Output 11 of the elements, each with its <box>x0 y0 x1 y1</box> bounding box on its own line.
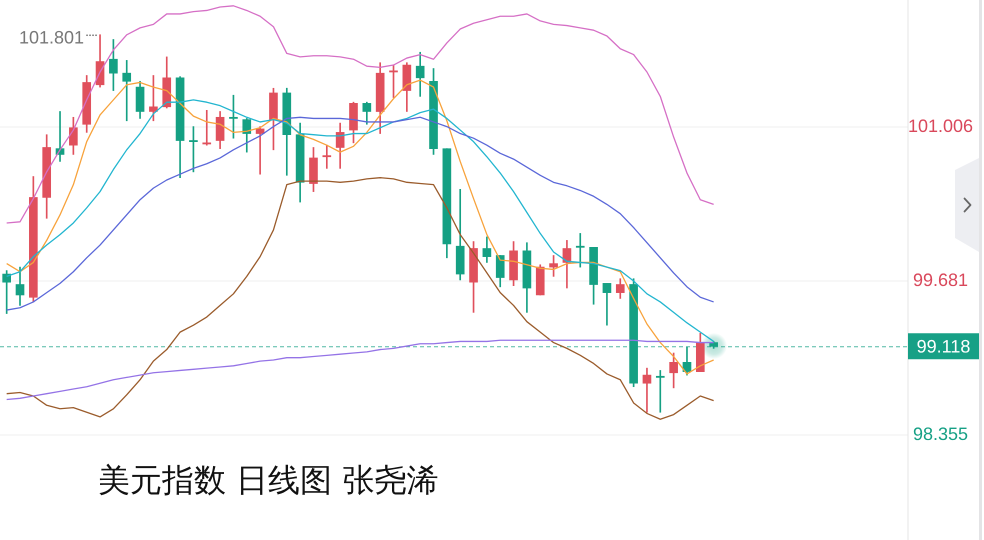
annotation: 101.801 <box>18 28 84 48</box>
y-tick-label: 98.355 <box>913 424 968 444</box>
candlestick <box>549 255 558 277</box>
candlestick <box>389 64 398 98</box>
candlestick <box>642 368 652 413</box>
text: 美元指数 日线图 张尧浠 <box>98 460 438 500</box>
candlestick <box>229 94 238 139</box>
ref-line-label: 99.118 <box>916 336 970 356</box>
y-tick-label: 99.681 <box>913 270 968 290</box>
y-tick-label: 101.006 <box>908 116 974 136</box>
candlestick <box>602 283 612 326</box>
